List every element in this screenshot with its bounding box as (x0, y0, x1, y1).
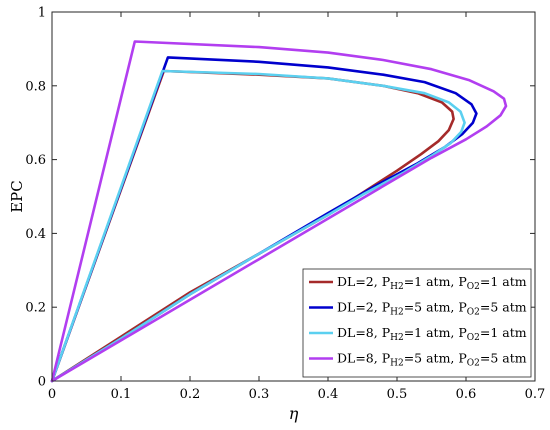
legend-text-pre: DL=8, P (337, 325, 390, 340)
y-tick-label: 0 (38, 375, 46, 390)
legend-label-1: DL=2, PH2=1 atm, PO2=1 atm (337, 274, 527, 292)
plot-frame (51, 11, 536, 382)
x-tick-label: 0.5 (387, 387, 408, 402)
legend-text-sub1: H2 (390, 282, 404, 292)
legend-text-sub1: H2 (390, 333, 404, 343)
legend-box (302, 268, 532, 378)
legend-text-pre: DL=2, P (337, 300, 390, 315)
legend-text-mid: =5 atm, P (404, 300, 467, 315)
x-tick-label: 0 (48, 387, 56, 402)
legend-text-sub1: H2 (390, 308, 404, 318)
legend-text-post: =5 atm (480, 300, 527, 315)
legend-text-pre: DL=8, P (337, 351, 390, 366)
series-line-4 (50, 40, 508, 383)
legend-text-sub2: O2 (467, 308, 480, 318)
x-tick-label: 0.4 (318, 387, 339, 402)
series-layer (50, 40, 508, 383)
legend-text-sub2: O2 (467, 282, 480, 292)
legend-text-post: =1 atm (480, 274, 527, 289)
legend-label-3: DL=8, PH2=1 atm, PO2=1 atm (337, 325, 527, 343)
ticks-layer: 0 0.1 0.2 0.3 0.4 0.5 0.6 0.7 0 0.2 0.4 0.6 0.8 1 (25, 6, 545, 403)
legend-text-pre: DL=2, P (337, 274, 390, 289)
x-axis-label: η (289, 404, 299, 423)
legend-label-4: DL=8, PH2=5 atm, PO2=5 atm (337, 351, 527, 369)
legend-label-2: DL=2, PH2=5 atm, PO2=5 atm (337, 300, 527, 318)
legend-text-mid: =1 atm, P (404, 325, 467, 340)
y-axis-label: EPC (8, 180, 26, 213)
x-tick-label: 0.1 (111, 387, 132, 402)
x-tick-label: 0.2 (180, 387, 201, 402)
legend-text-post: =1 atm (480, 325, 527, 340)
y-tick-label: 1 (38, 6, 46, 21)
legend-text-sub2: O2 (467, 359, 480, 369)
x-tick-label: 0.7 (525, 387, 546, 402)
legend-text-sub1: H2 (390, 359, 404, 369)
series-line-3 (50, 69, 466, 383)
legend-text-post: =5 atm (480, 351, 527, 366)
y-tick-label: 0.6 (25, 153, 46, 168)
x-tick-label: 0.3 (249, 387, 270, 402)
legend-text-mid: =1 atm, P (404, 274, 467, 289)
legend-text-sub2: O2 (467, 333, 480, 343)
y-tick-label: 0.4 (25, 227, 46, 242)
y-tick-label: 0.8 (25, 79, 46, 94)
y-tick-label: 0.2 (25, 301, 46, 316)
x-tick-label: 0.6 (456, 387, 477, 402)
legend-text-mid: =5 atm, P (404, 351, 467, 366)
